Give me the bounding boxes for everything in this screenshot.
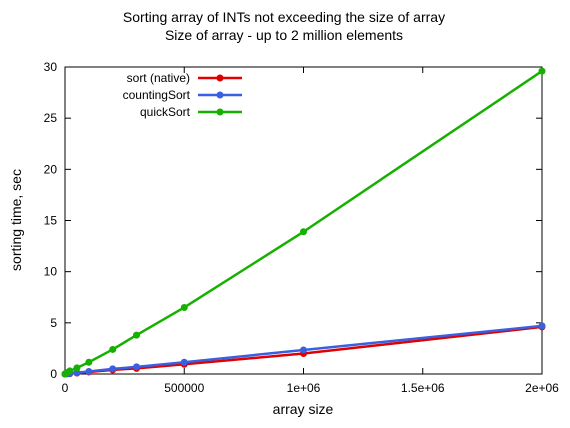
- data-point: [85, 367, 93, 375]
- x-tick-label: 0: [62, 381, 69, 395]
- y-axis-ticks: 0 5 10 15 20 25 30: [44, 60, 542, 381]
- y-tick-label: 25: [44, 111, 58, 125]
- legend-label: sort (native): [127, 71, 190, 85]
- data-point: [66, 367, 74, 375]
- legend-label: quickSort: [140, 105, 191, 119]
- legend-label: countingSort: [123, 88, 191, 102]
- y-tick-label: 0: [50, 367, 57, 381]
- x-axis-label: array size: [273, 401, 334, 417]
- chart-title: Sorting array of INTs not exceeding the …: [123, 9, 445, 25]
- data-point: [180, 358, 188, 366]
- plot-frame: [64, 66, 543, 375]
- series-line: [64, 70, 543, 376]
- y-tick-label: 10: [44, 265, 58, 279]
- series-2: [61, 67, 546, 378]
- y-axis-label: sorting time, sec: [8, 169, 24, 271]
- data-point: [300, 228, 307, 236]
- legend-swatch-point: [216, 108, 224, 116]
- data-point: [300, 346, 307, 354]
- data-point: [109, 365, 117, 373]
- data-point: [538, 322, 546, 330]
- data-point: [85, 358, 93, 366]
- data-point: [133, 331, 141, 339]
- legend-swatch-point: [216, 74, 224, 82]
- x-tick-label: 500000: [164, 381, 204, 395]
- x-tick-label: 1e+06: [287, 381, 321, 395]
- data-point: [73, 364, 81, 372]
- data-point: [109, 345, 117, 353]
- data-point: [133, 363, 141, 371]
- x-tick-label: 2e+06: [525, 381, 559, 395]
- series-layer: [61, 67, 546, 378]
- x-tick-label: 1.5e+06: [401, 381, 445, 395]
- y-tick-label: 5: [50, 316, 57, 330]
- y-tick-label: 20: [44, 162, 58, 176]
- legend: sort (native) countingSort quickSort: [123, 71, 242, 119]
- data-point: [73, 369, 81, 377]
- y-tick-label: 15: [44, 214, 58, 228]
- chart-subtitle: Size of array - up to 2 million elements: [165, 27, 403, 43]
- data-point: [180, 303, 188, 311]
- data-point: [538, 67, 546, 75]
- y-tick-label: 30: [44, 60, 58, 74]
- legend-swatch-point: [216, 91, 224, 99]
- x-axis-ticks: 0 500000 1e+06 1.5e+06 2e+06: [62, 67, 559, 395]
